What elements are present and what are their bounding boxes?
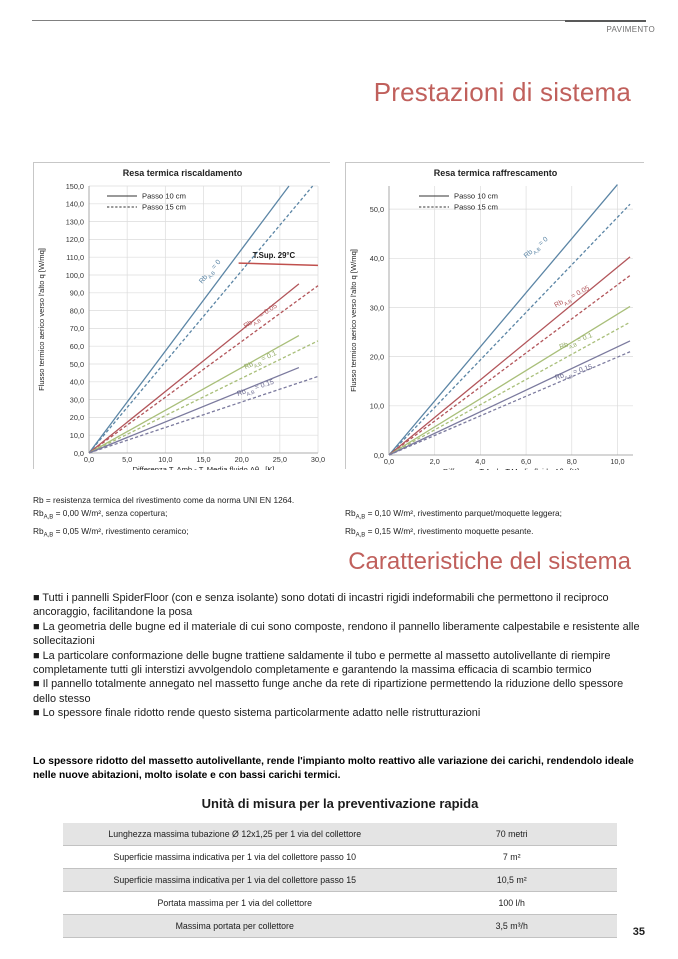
svg-text:T.Sup. 29°C: T.Sup. 29°C xyxy=(253,251,296,260)
svg-text:150,0: 150,0 xyxy=(66,182,84,191)
svg-text:2,0: 2,0 xyxy=(430,457,440,466)
svg-text:0,0: 0,0 xyxy=(84,455,94,464)
svg-text:20,0: 20,0 xyxy=(370,352,384,361)
svg-text:10,0: 10,0 xyxy=(158,455,172,464)
svg-text:4,0: 4,0 xyxy=(475,457,485,466)
svg-text:10,0: 10,0 xyxy=(70,431,84,440)
svg-text:15,0: 15,0 xyxy=(196,455,210,464)
svg-text:100,0: 100,0 xyxy=(66,271,84,280)
svg-text:0,0: 0,0 xyxy=(74,449,84,458)
svg-text:Differenza T. Amb - T. Media f: Differenza T. Amb - T. Media fluido ΔθH … xyxy=(132,465,274,470)
svg-text:20,0: 20,0 xyxy=(235,455,249,464)
svg-text:70,0: 70,0 xyxy=(70,324,84,333)
svg-text:120,0: 120,0 xyxy=(66,235,84,244)
svg-text:60,0: 60,0 xyxy=(70,342,84,351)
svg-text:0,0: 0,0 xyxy=(384,457,394,466)
svg-text:10,0: 10,0 xyxy=(610,457,624,466)
svg-text:Passo 10 cm: Passo 10 cm xyxy=(454,192,498,201)
svg-text:30,0: 30,0 xyxy=(370,303,384,312)
svg-text:50,0: 50,0 xyxy=(370,205,384,214)
svg-text:20,0: 20,0 xyxy=(70,413,84,422)
svg-text:Resa termica riscaldamento: Resa termica riscaldamento xyxy=(123,168,243,178)
svg-text:30,0: 30,0 xyxy=(311,455,325,464)
svg-text:Flusso termico aerico verso l': Flusso termico aerico verso l'alto q [W/… xyxy=(37,248,46,391)
svg-text:40,0: 40,0 xyxy=(370,254,384,263)
svg-text:Passo 15 cm: Passo 15 cm xyxy=(142,203,186,212)
svg-text:8,0: 8,0 xyxy=(567,457,577,466)
svg-text:Flusso termico aerico verso l': Flusso termico aerico verso l'alto q [W/… xyxy=(349,249,358,392)
svg-text:5,0: 5,0 xyxy=(122,455,132,464)
svg-text:10,0: 10,0 xyxy=(370,402,384,411)
svg-text:80,0: 80,0 xyxy=(70,306,84,315)
svg-text:30,0: 30,0 xyxy=(70,395,84,404)
svg-text:Passo 15 cm: Passo 15 cm xyxy=(454,203,498,212)
svg-text:0,0: 0,0 xyxy=(374,451,384,460)
svg-text:Passo 10 cm: Passo 10 cm xyxy=(142,192,186,201)
svg-text:Differenza T.Amb- T.Media flui: Differenza T.Amb- T.Media fluido ΔθH [K] xyxy=(443,467,579,470)
svg-text:130,0: 130,0 xyxy=(66,217,84,226)
svg-text:90,0: 90,0 xyxy=(70,289,84,298)
svg-text:50,0: 50,0 xyxy=(70,360,84,369)
svg-text:Resa termica raffrescamento: Resa termica raffrescamento xyxy=(434,168,558,178)
svg-text:40,0: 40,0 xyxy=(70,378,84,387)
svg-text:140,0: 140,0 xyxy=(66,200,84,209)
svg-text:6,0: 6,0 xyxy=(521,457,531,466)
svg-text:110,0: 110,0 xyxy=(66,253,84,262)
svg-text:25,0: 25,0 xyxy=(273,455,287,464)
